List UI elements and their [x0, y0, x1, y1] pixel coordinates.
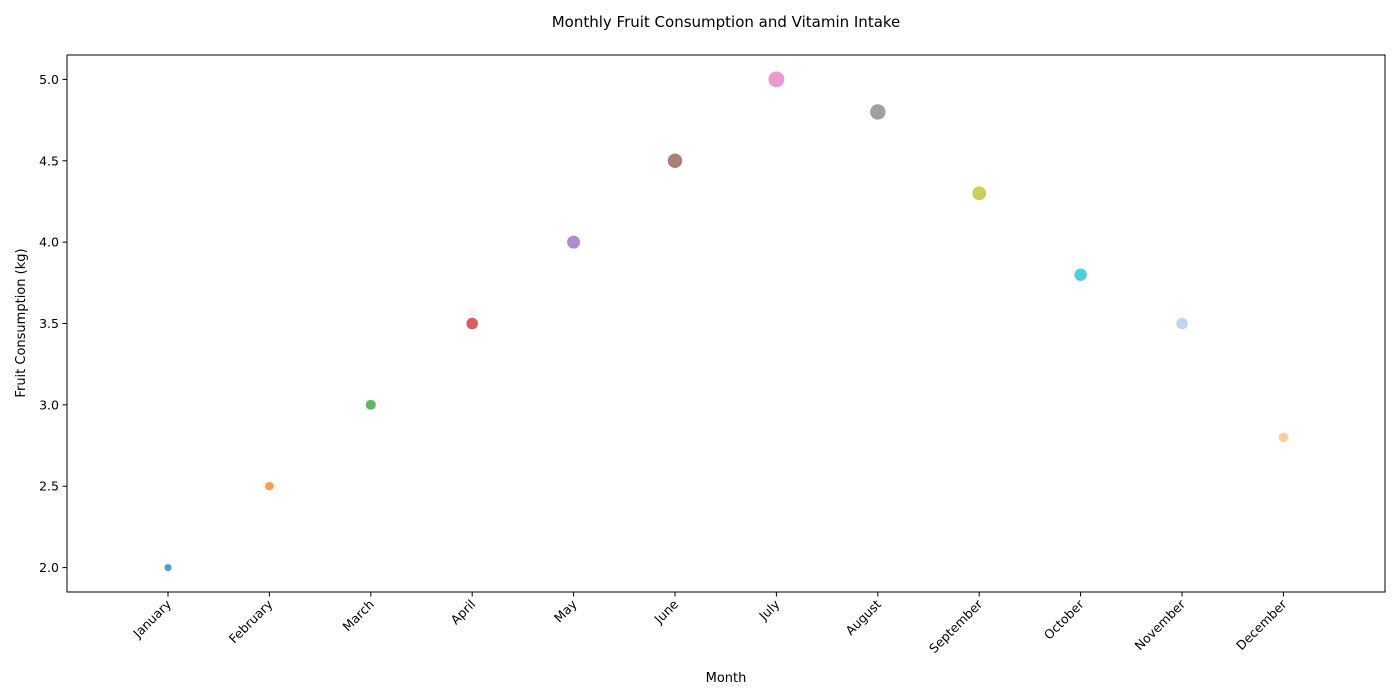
x-tick-label: August — [842, 596, 884, 638]
y-tick-label: 4.0 — [39, 235, 59, 250]
x-tick-label: March — [339, 597, 377, 635]
x-tick-label: May — [551, 596, 580, 625]
x-tick-label: January — [129, 596, 174, 641]
y-tick-label: 3.5 — [39, 316, 59, 331]
data-point-january — [164, 563, 172, 572]
x-tick-label: September — [926, 596, 986, 656]
y-tick-label: 4.5 — [39, 153, 59, 168]
data-point-april — [466, 317, 478, 330]
data-point-march — [365, 399, 376, 410]
x-tick-label: October — [1041, 596, 1088, 643]
data-point-june — [667, 153, 683, 168]
x-tick-label: December — [1233, 596, 1290, 653]
data-point-december — [1278, 432, 1289, 443]
y-tick-label: 2.0 — [39, 560, 59, 575]
x-tick-label: November — [1132, 596, 1189, 653]
chart-title: Monthly Fruit Consumption and Vitamin In… — [552, 13, 901, 31]
x-tick-label: June — [651, 596, 682, 627]
data-point-august — [870, 104, 886, 120]
x-tick-label: April — [448, 597, 479, 628]
data-point-may — [567, 235, 581, 249]
x-axis-title: Month — [706, 671, 747, 686]
data-point-february — [265, 481, 274, 491]
y-axis: 2.0 2.5 3.0 3.5 4.0 4.5 5.0 — [39, 72, 67, 575]
points-layer — [164, 71, 1289, 572]
y-axis-title: Fruit Consumption (kg) — [14, 248, 29, 397]
x-tick-label: July — [755, 596, 783, 624]
data-point-september — [972, 186, 987, 201]
data-point-october — [1074, 268, 1087, 281]
x-axis: January February March April May June July Augu… — [129, 592, 1290, 656]
data-point-july — [768, 71, 785, 88]
x-tick-label: February — [226, 596, 276, 646]
y-tick-label: 2.5 — [39, 479, 59, 494]
data-point-november — [1176, 317, 1188, 330]
y-tick-label: 3.0 — [39, 397, 59, 412]
y-tick-label: 5.0 — [39, 72, 59, 87]
